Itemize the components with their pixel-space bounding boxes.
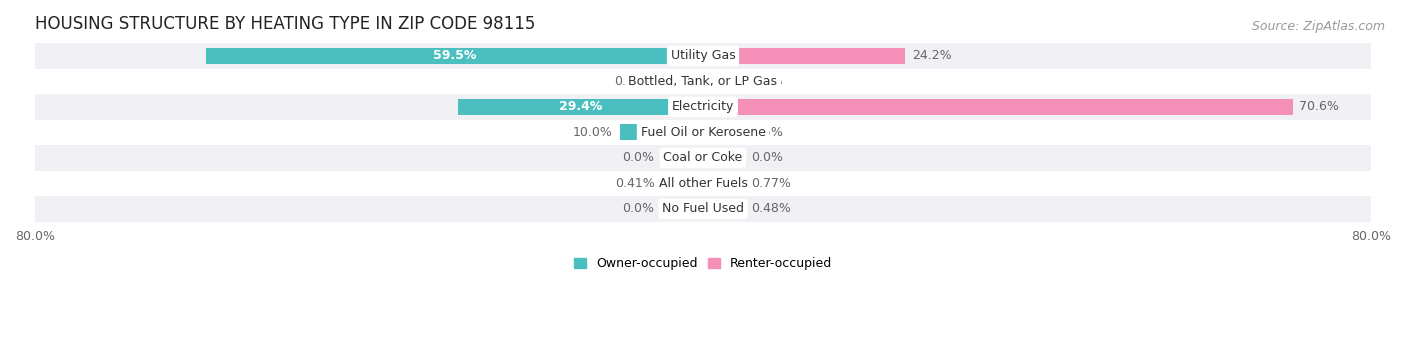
- Bar: [457, 99, 703, 115]
- Bar: [35, 94, 1371, 120]
- Bar: [35, 120, 1371, 145]
- Bar: [35, 145, 1371, 170]
- Bar: [703, 124, 745, 140]
- Text: 0.48%: 0.48%: [751, 202, 792, 215]
- Bar: [620, 124, 703, 140]
- Text: 0.0%: 0.0%: [623, 202, 655, 215]
- Text: No Fuel Used: No Fuel Used: [662, 202, 744, 215]
- Bar: [661, 150, 703, 166]
- Bar: [35, 170, 1371, 196]
- Text: 0.77%: 0.77%: [751, 177, 792, 190]
- Text: Coal or Coke: Coal or Coke: [664, 151, 742, 164]
- Text: 0.0%: 0.0%: [751, 151, 783, 164]
- Bar: [661, 175, 703, 191]
- Bar: [35, 196, 1371, 222]
- Text: Bottled, Tank, or LP Gas: Bottled, Tank, or LP Gas: [628, 75, 778, 88]
- Text: 70.6%: 70.6%: [1299, 100, 1339, 114]
- Bar: [703, 150, 745, 166]
- Bar: [703, 99, 1292, 115]
- Text: Electricity: Electricity: [672, 100, 734, 114]
- Text: 59.5%: 59.5%: [433, 49, 477, 62]
- Bar: [703, 201, 745, 217]
- Bar: [207, 48, 703, 64]
- Legend: Owner-occupied, Renter-occupied: Owner-occupied, Renter-occupied: [574, 257, 832, 270]
- Text: 0.75%: 0.75%: [614, 75, 655, 88]
- Text: 1.4%: 1.4%: [751, 75, 783, 88]
- Bar: [35, 69, 1371, 94]
- Bar: [35, 43, 1371, 69]
- Text: HOUSING STRUCTURE BY HEATING TYPE IN ZIP CODE 98115: HOUSING STRUCTURE BY HEATING TYPE IN ZIP…: [35, 15, 536, 33]
- Text: 24.2%: 24.2%: [911, 49, 952, 62]
- Text: All other Fuels: All other Fuels: [658, 177, 748, 190]
- Text: Fuel Oil or Kerosene: Fuel Oil or Kerosene: [641, 126, 765, 139]
- Bar: [661, 201, 703, 217]
- Text: 2.5%: 2.5%: [751, 126, 783, 139]
- Bar: [703, 74, 745, 89]
- Text: Utility Gas: Utility Gas: [671, 49, 735, 62]
- Text: Source: ZipAtlas.com: Source: ZipAtlas.com: [1251, 20, 1385, 33]
- Bar: [703, 48, 905, 64]
- Bar: [703, 175, 745, 191]
- Bar: [661, 74, 703, 89]
- Text: 0.0%: 0.0%: [623, 151, 655, 164]
- Text: 10.0%: 10.0%: [574, 126, 613, 139]
- Text: 0.41%: 0.41%: [614, 177, 655, 190]
- Text: 29.4%: 29.4%: [558, 100, 602, 114]
